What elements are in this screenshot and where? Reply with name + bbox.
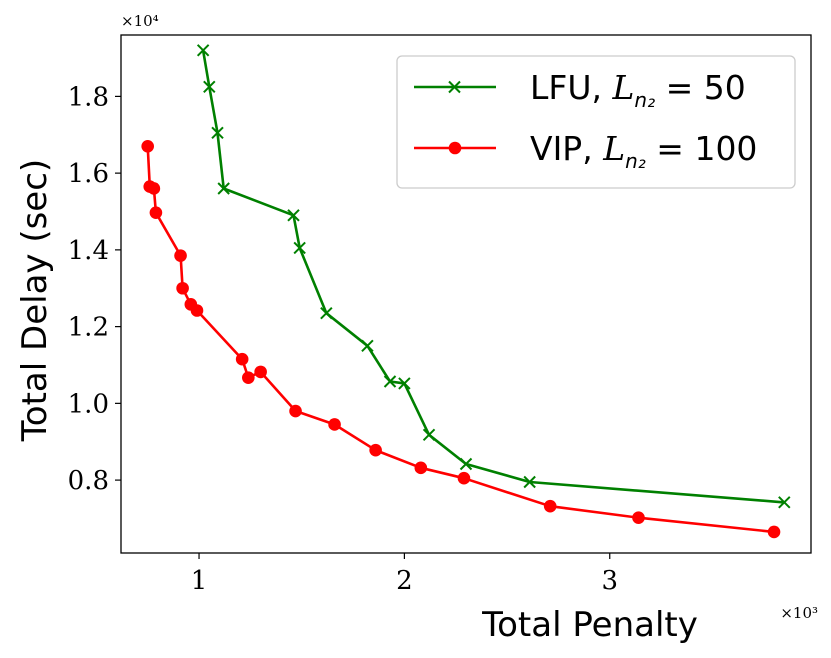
y-axis-label: Total Delay (sec): [15, 159, 55, 442]
data-point-x-marker: [778, 496, 791, 509]
data-point-circle: [190, 304, 204, 317]
data-point-circle: [235, 352, 249, 366]
y-scale-label: ×10⁴: [121, 12, 159, 30]
data-point-circle: [328, 418, 341, 431]
data-point-x-marker: [459, 457, 473, 471]
data-point-circle: [767, 525, 781, 539]
legend-marker-circle: [448, 141, 462, 155]
data-point-circle: [543, 499, 557, 513]
legend-label-2: VIP, Ln₂ = 100: [530, 129, 757, 173]
x-tick-label: 1: [191, 566, 208, 596]
data-point-x-marker: [211, 126, 224, 140]
legend: LFU, Ln₂ = 50 VIP, Ln₂ = 100: [396, 55, 796, 189]
data-point-circle: [414, 461, 428, 475]
x-axis-label: Total Penalty: [481, 605, 698, 645]
data-point-circle: [242, 371, 255, 384]
data-point-x-marker: [196, 44, 210, 57]
y-tick-label: 1.6: [68, 159, 109, 189]
legend-box: [396, 55, 796, 189]
data-point-x-marker: [361, 339, 374, 353]
data-point-circle: [147, 182, 161, 195]
data-point-circle: [289, 404, 302, 418]
y-tick-label: 0.8: [68, 466, 109, 496]
y-tick-label: 1.2: [68, 313, 109, 343]
x-tick-label: 3: [601, 566, 618, 596]
plot-frame: [120, 34, 812, 554]
data-point-x-marker: [293, 241, 306, 255]
x-tick-label: 2: [396, 566, 413, 596]
data-point-circle: [254, 365, 267, 379]
data-point-x-marker: [217, 182, 230, 195]
y-tick-label: 1.0: [68, 389, 109, 419]
data-point-x-marker: [422, 428, 436, 442]
data-point-circle: [149, 206, 163, 219]
data-point-x-marker: [287, 209, 300, 222]
data-point-circle: [632, 511, 645, 524]
data-point-circle: [369, 443, 382, 457]
data-point-x-marker: [383, 375, 397, 388]
data-point-circle: [174, 249, 187, 262]
legend-label-1: LFU, Ln₂ = 50: [530, 68, 746, 112]
data-point-x-marker: [523, 475, 536, 489]
x-scale-label: ×10³: [780, 604, 818, 622]
data-point-x-marker: [398, 377, 411, 390]
data-point-circle: [457, 471, 471, 485]
y-tick-label: 1.8: [68, 82, 109, 112]
data-point-circle: [176, 281, 189, 295]
y-tick-label: 1.4: [68, 236, 109, 266]
data-point-x-marker: [320, 306, 333, 320]
series-line-1: [201, 50, 785, 504]
data-point-x-marker: [203, 80, 216, 94]
data-point-circle: [141, 139, 154, 153]
